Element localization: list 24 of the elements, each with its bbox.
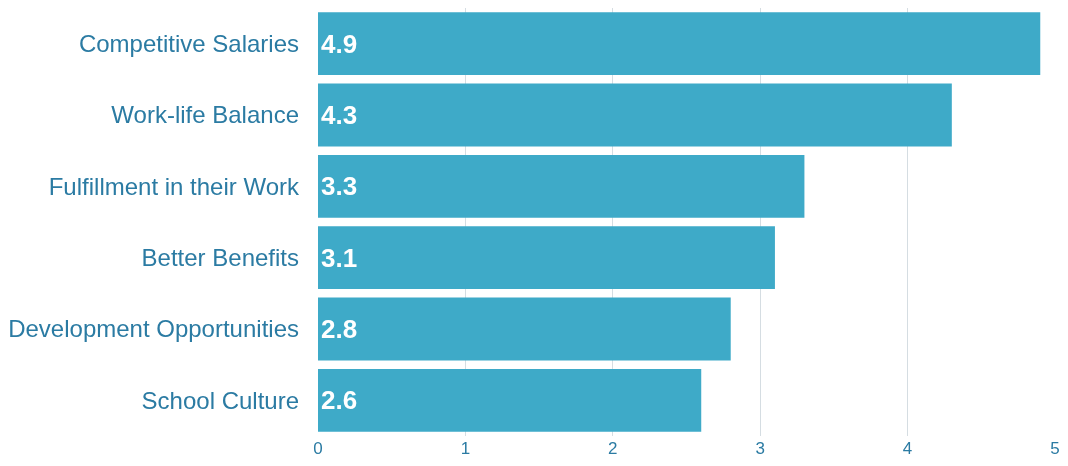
data-label: 2.6 — [321, 385, 358, 416]
y-tick-label: Competitive Salaries — [78, 30, 299, 58]
y-tick-label: Work-life Balance — [111, 101, 299, 129]
x-tick-label: 0 — [313, 439, 323, 458]
y-tick-label: Fulfillment in their Work — [48, 172, 300, 200]
bar — [318, 12, 1041, 76]
bar — [318, 154, 805, 218]
bar — [318, 226, 775, 290]
bar — [318, 297, 731, 361]
data-label: 2.8 — [321, 314, 358, 344]
x-tick-label: 1 — [460, 439, 471, 458]
data-label: 4.9 — [321, 28, 358, 59]
x-tick-label: 3 — [755, 439, 765, 458]
bar — [318, 83, 952, 147]
bar — [318, 368, 702, 432]
y-tick-label: Better Benefits — [141, 244, 299, 272]
x-tick-label: 2 — [608, 439, 618, 458]
x-tick-label: 5 — [1050, 439, 1060, 458]
data-label: 3.1 — [321, 242, 358, 273]
y-tick-label: School Culture — [141, 386, 299, 414]
data-label: 4.3 — [321, 100, 358, 130]
y-tick-label: Development Opportunities — [8, 315, 299, 343]
x-tick-label: 4 — [902, 439, 913, 458]
data-label: 3.3 — [321, 171, 358, 202]
